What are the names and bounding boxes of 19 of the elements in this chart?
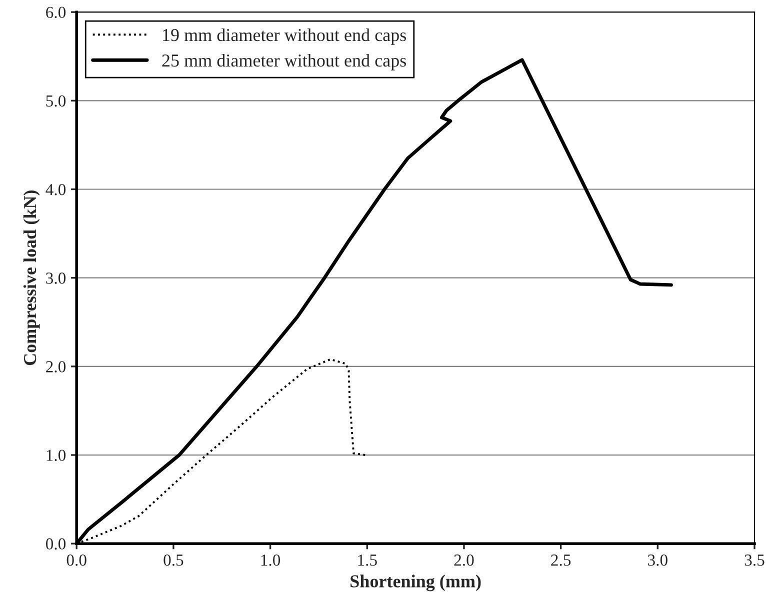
x-tick-label: 3.5 bbox=[744, 554, 764, 566]
x-tick-label: 2.5 bbox=[551, 554, 571, 566]
x-tick-label: 1.0 bbox=[261, 554, 280, 566]
y-axis-title: Compressive load (kN) bbox=[23, 190, 40, 366]
x-tick-label: 3.0 bbox=[648, 554, 668, 566]
x-tick-label: 1.5 bbox=[358, 554, 377, 566]
y-tick-label: 0.0 bbox=[46, 538, 66, 550]
x-axis-title: Shortening (mm) bbox=[350, 574, 481, 592]
y-tick-label: 6.0 bbox=[46, 6, 66, 18]
y-tick-label: 5.0 bbox=[46, 95, 66, 107]
x-tick-label: 0.5 bbox=[164, 554, 184, 566]
x-tick-label: 0.0 bbox=[66, 554, 86, 566]
y-tick-label: 1.0 bbox=[46, 450, 66, 462]
y-tick-label: 4.0 bbox=[46, 184, 66, 196]
x-tick-label: 2.0 bbox=[454, 554, 474, 566]
y-tick-label: 2.0 bbox=[46, 361, 66, 372]
legend-label: 25 mm diameter without end caps bbox=[162, 54, 406, 70]
legend-label: 19 mm diameter without end caps bbox=[163, 28, 406, 45]
y-tick-label: 3.0 bbox=[46, 272, 66, 284]
